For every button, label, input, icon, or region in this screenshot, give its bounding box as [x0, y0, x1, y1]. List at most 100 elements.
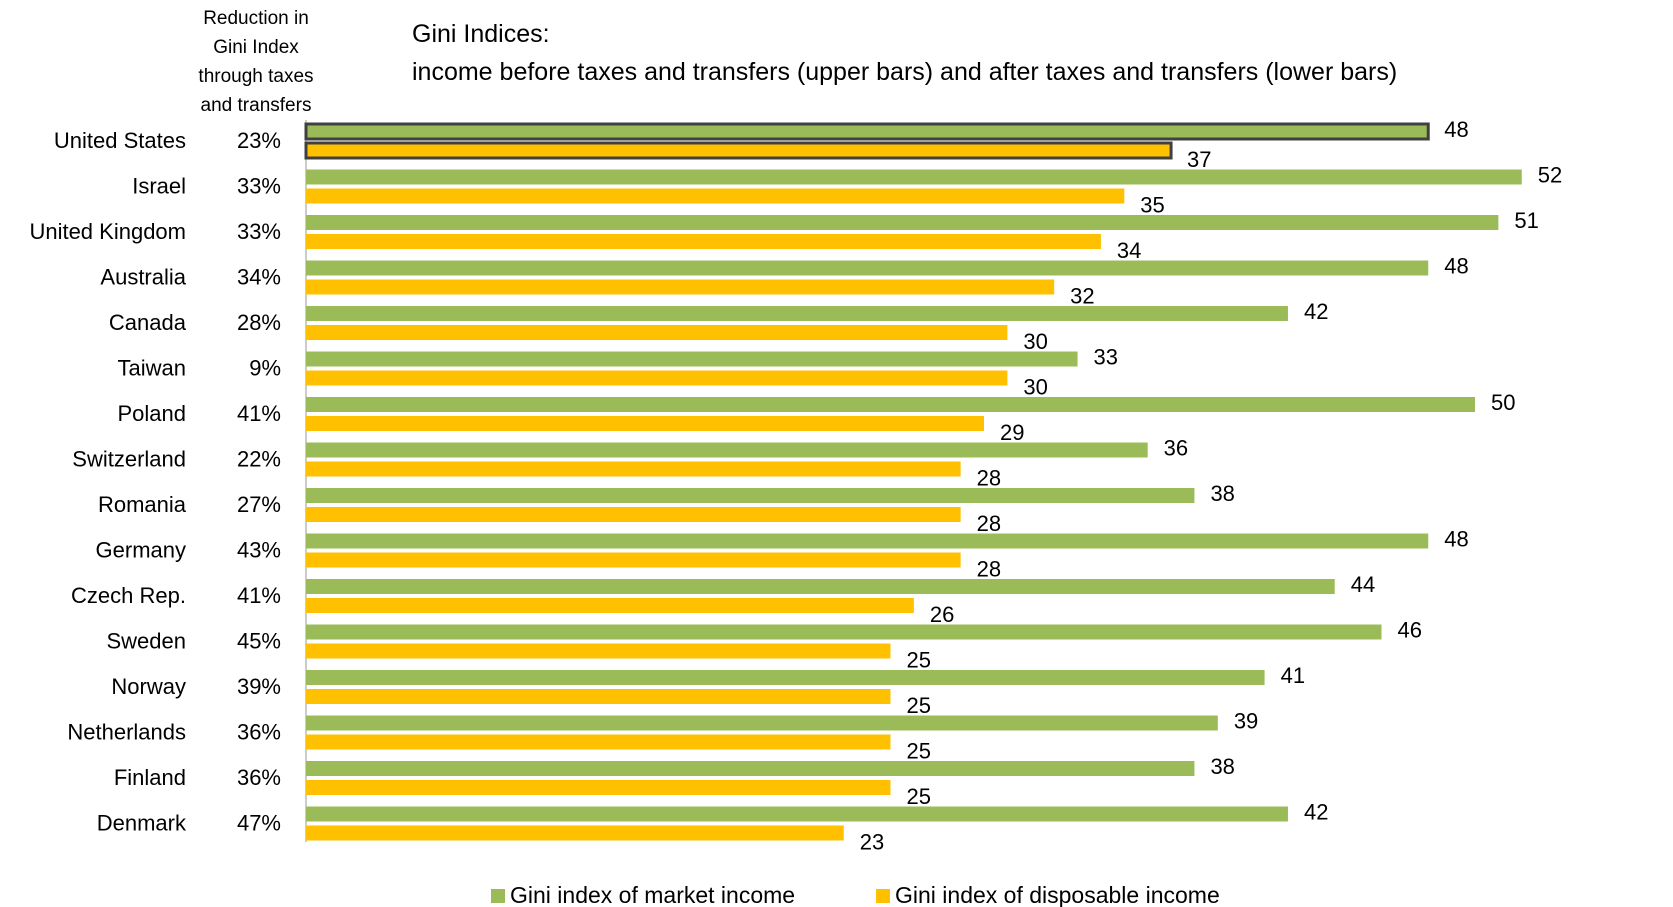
data-label-market: 42	[1304, 800, 1328, 825]
reduction-value: 41%	[237, 583, 281, 608]
legend-swatch	[491, 889, 505, 903]
category-label: Canada	[109, 310, 187, 335]
bar-market-income	[306, 579, 1335, 594]
chart-title: Gini Indices: income before taxes and tra…	[412, 20, 1397, 86]
legend-item: Gini index of disposable income	[876, 882, 1220, 907]
bar-market-income	[306, 624, 1382, 640]
category-label: United Kingdom	[29, 219, 186, 244]
data-label-disposable: 37	[1187, 147, 1211, 172]
data-label-market: 48	[1444, 527, 1468, 552]
category-row: Poland 41% 50 29	[117, 390, 1515, 445]
category-label: United States	[54, 128, 186, 153]
data-label-disposable: 32	[1070, 284, 1094, 309]
bar-market-income	[304, 122, 1430, 141]
category-label: Australia	[100, 265, 186, 290]
category-label: Germany	[96, 538, 186, 563]
bar-market-income	[306, 215, 1499, 230]
bar-disposable-income	[306, 825, 844, 841]
reduction-value: 9%	[249, 356, 281, 381]
data-label-disposable: 28	[977, 557, 1001, 582]
category-row: Israel 33% 52 35	[132, 163, 1562, 218]
reduction-value: 36%	[237, 720, 281, 745]
bar-market-income	[306, 488, 1195, 503]
chart-subtitle: income before taxes and transfers (upper…	[412, 58, 1397, 86]
data-label-market: 38	[1210, 481, 1234, 506]
data-label-disposable: 28	[977, 466, 1001, 491]
bar-market-income	[306, 442, 1148, 458]
reduction-value: 33%	[237, 174, 281, 199]
bar-market-income	[306, 670, 1265, 685]
category-label: Denmark	[97, 811, 187, 836]
category-row: Norway 39% 41 25	[111, 663, 1305, 718]
category-label: Netherlands	[67, 720, 186, 745]
reduction-header: Reduction in Gini Index through taxes and t…	[198, 8, 313, 116]
data-label-market: 41	[1281, 663, 1305, 688]
bar-disposable-income	[306, 325, 1008, 340]
category-label: Romania	[98, 492, 187, 517]
data-label-market: 33	[1094, 345, 1118, 370]
reduction-header-line: Reduction in	[203, 8, 309, 29]
chart-title-main: Gini Indices:	[412, 20, 550, 48]
legend-swatch	[876, 889, 890, 903]
bar-disposable-income	[306, 552, 961, 568]
category-row: Romania 27% 38 28	[98, 481, 1235, 536]
data-label-disposable: 25	[907, 784, 931, 809]
data-label-disposable: 25	[907, 739, 931, 764]
reduction-value: 47%	[237, 811, 281, 836]
data-label-disposable: 30	[1023, 329, 1047, 354]
category-row: United States 23% 48 37	[54, 117, 1469, 172]
reduction-header-line: Gini Index	[213, 37, 299, 58]
data-label-market: 48	[1444, 254, 1468, 279]
bar-disposable-income	[306, 188, 1125, 204]
category-label: Taiwan	[118, 356, 186, 381]
bar-market-income	[306, 715, 1218, 731]
bar-market-income	[306, 306, 1288, 321]
bar-market-income	[306, 351, 1078, 367]
legend-item: Gini index of market income	[491, 882, 795, 907]
data-label-disposable: 30	[1023, 375, 1047, 400]
legend-label: Gini index of market income	[510, 882, 795, 907]
bar-disposable-income	[306, 643, 891, 659]
data-label-market: 50	[1491, 390, 1515, 415]
bar-market-income	[306, 533, 1429, 549]
data-label-market: 39	[1234, 709, 1258, 734]
category-row: Czech Rep. 41% 44 26	[71, 572, 1375, 627]
data-label-disposable: 29	[1000, 420, 1024, 445]
reduction-value: 45%	[237, 629, 281, 654]
data-label-market: 46	[1397, 618, 1421, 643]
category-label: Norway	[111, 674, 186, 699]
reduction-value: 23%	[237, 128, 281, 153]
reduction-value: 43%	[237, 538, 281, 563]
bar-disposable-income	[306, 689, 891, 704]
data-label-disposable: 26	[930, 602, 954, 627]
category-row: Finland 36% 38 25	[114, 754, 1235, 809]
bar-disposable-income	[306, 234, 1101, 249]
bar-disposable-income	[306, 461, 961, 477]
category-row: Canada 28% 42 30	[109, 299, 1329, 354]
category-label: Poland	[117, 401, 186, 426]
category-row: Denmark 47% 42 23	[97, 800, 1329, 855]
data-label-market: 36	[1164, 436, 1188, 461]
reduction-value: 33%	[237, 219, 281, 244]
legend-label: Gini index of disposable income	[895, 882, 1220, 907]
data-label-market: 51	[1514, 208, 1538, 233]
bar-market-income	[306, 169, 1522, 185]
reduction-value: 39%	[237, 674, 281, 699]
bar-market-income	[306, 761, 1195, 776]
category-label: Sweden	[106, 629, 186, 654]
legend: Gini index of market income Gini index of…	[491, 882, 1220, 907]
reduction-header-line: through taxes	[198, 66, 313, 87]
data-label-disposable: 34	[1117, 238, 1141, 263]
reduction-value: 27%	[237, 492, 281, 517]
data-label-market: 48	[1444, 117, 1468, 142]
data-label-disposable: 35	[1140, 193, 1164, 218]
category-row: Germany 43% 48 28	[96, 527, 1469, 582]
reduction-value: 41%	[237, 401, 281, 426]
data-label-market: 44	[1351, 572, 1375, 597]
reduction-value: 28%	[237, 310, 281, 335]
category-label: Israel	[132, 174, 186, 199]
category-label: Switzerland	[72, 447, 186, 472]
reduction-value: 22%	[237, 447, 281, 472]
category-row: United Kingdom 33% 51 34	[29, 208, 1538, 263]
